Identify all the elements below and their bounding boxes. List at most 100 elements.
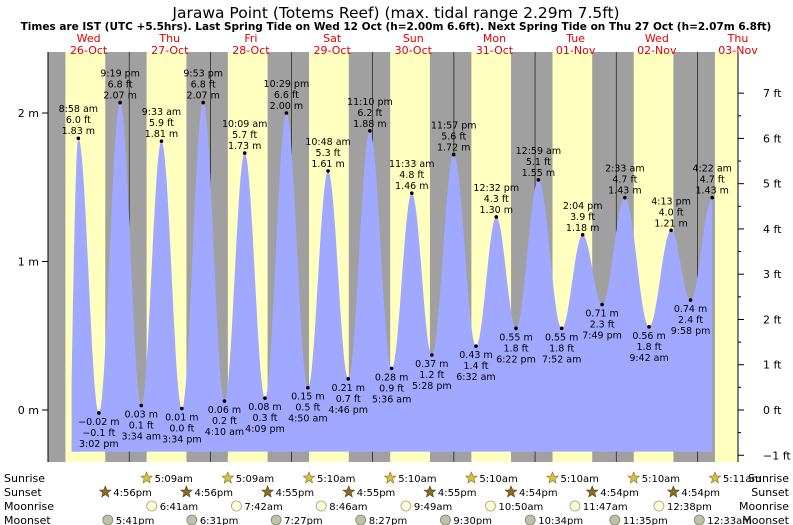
moonset-icon (524, 514, 536, 525)
left-tick-label: 2 m (18, 107, 39, 120)
day-name: Wed (645, 32, 669, 45)
tide-time: 9:33 am (142, 107, 181, 118)
tide-ft: 4.3 ft (484, 194, 509, 205)
tide-ft: 1.8 ft (637, 342, 662, 353)
moonset-icon (355, 514, 367, 525)
tide-ft: 5.9 ft (149, 118, 174, 129)
tide-point (326, 169, 330, 173)
tide-ft: 6.8 ft (108, 80, 133, 91)
tide-m: 0.74 m (674, 304, 707, 315)
tide-m: 1.18 m (566, 223, 599, 234)
tide-ft: 4.8 ft (399, 170, 424, 181)
moonrise-row-label-right: Moonrise (739, 500, 789, 513)
day-name: Thu (727, 32, 749, 45)
tide-m: 2.00 m (270, 101, 303, 112)
sunrise-time: 5:10am (398, 474, 436, 485)
sunset-icon (504, 485, 518, 498)
tide-ft: 2.4 ft (678, 315, 703, 326)
tide-m: 1.83 m (62, 126, 95, 137)
tide-time: 5:36 am (372, 394, 411, 405)
tide-time: 3:34 am (122, 432, 161, 443)
tide-point (118, 100, 122, 105)
tide-m: 1.81 m (145, 129, 178, 140)
tide-m: 2.07 m (186, 91, 219, 102)
right-tick-label: 2 ft (763, 313, 782, 326)
sunrise-row-label-right: Sunrise (748, 472, 789, 485)
tide-time: 4:13 pm (651, 196, 691, 207)
sunrise-time: 5:10am (479, 474, 517, 485)
tide-ft: 6.2 ft (357, 108, 382, 119)
moonrise-time: 12:38pm (667, 502, 712, 513)
day-date: 27-Oct (151, 44, 189, 57)
tide-m: 0.43 m (459, 350, 492, 361)
moonrise-time: 6:41am (160, 502, 198, 513)
sunrise-time: 5:11am (723, 474, 761, 485)
tide-m: −0.02 m (78, 417, 119, 428)
sunrise-time: 5:10am (642, 474, 680, 485)
tide-time: 11:10 pm (347, 97, 393, 108)
day-date: 29-Oct (313, 44, 351, 57)
sunrise-icon (383, 471, 397, 484)
tide-point (389, 366, 394, 371)
tide-m: 0.08 m (248, 402, 281, 413)
tide-point (76, 136, 81, 141)
tide-m: 0.03 m (125, 410, 158, 421)
moonset-icon (270, 514, 282, 525)
tide-ft: 1.8 ft (549, 343, 574, 354)
tide-ft: 0.2 ft (212, 416, 237, 427)
day-name: Sat (323, 32, 342, 45)
tide-m: 0.55 m (499, 332, 532, 343)
sunset-icon (666, 485, 680, 498)
day-name: Sun (403, 32, 424, 45)
day-name: Fri (244, 32, 257, 45)
tide-time: 12:59 am (516, 146, 561, 157)
sunset-time: 4:55pm (438, 488, 477, 499)
tide-m: 1.72 m (437, 143, 470, 154)
sunrise-icon (546, 471, 560, 484)
tide-point (494, 215, 499, 219)
day-name: Mon (483, 32, 506, 45)
tide-point (647, 325, 651, 329)
day-name: Wed (77, 32, 101, 45)
tide-ft: −0.1 ft (82, 428, 115, 439)
sunrise-icon (140, 471, 154, 484)
axes: 0 m 1 m 2 m −1 ft 0 ft 1 ft 2 ft 3 ft 4 ft 5 ft 6 … (18, 52, 791, 462)
right-tick-label: 5 ft (763, 178, 782, 191)
tide-ft: 0.7 ft (336, 394, 361, 405)
moonset-time: 8:27pm (369, 516, 408, 525)
right-tick-label: 4 ft (763, 223, 782, 236)
sunrise-icon (708, 471, 722, 484)
day-labels: Wed26-OctThu27-OctFri28-OctSat29-OctSun3… (70, 32, 758, 57)
moonrise-icon (230, 500, 242, 512)
tide-m: 1.73 m (228, 141, 261, 152)
tide-point (514, 326, 518, 331)
tide-time: 9:58 pm (671, 326, 711, 337)
tide-point (222, 399, 227, 403)
tide-m: 0.06 m (208, 405, 241, 416)
sunrise-icon (302, 471, 316, 484)
moonset-time: 9:30pm (453, 516, 492, 525)
moonrise-icon (485, 500, 496, 512)
tide-time: 9:42 am (629, 353, 668, 364)
tide-point (688, 298, 693, 302)
sunset-time: 4:54pm (681, 488, 720, 499)
moonset-row-label-right: Moonset (742, 514, 789, 525)
tide-ft: 6.6 ft (274, 90, 299, 101)
tide-point (368, 129, 372, 133)
day-date: 01-Nov (556, 44, 596, 57)
tide-point (536, 178, 541, 182)
tide-ft: 4.7 ft (612, 175, 637, 186)
tide-m: 1.46 m (395, 181, 428, 192)
left-tick-label: 0 m (18, 404, 39, 417)
tide-curve (71, 102, 713, 452)
moonset-icon (693, 514, 705, 525)
moonset-time: 5:41pm (116, 516, 155, 525)
tide-time: 4:22 am (692, 164, 731, 175)
right-tick-label: 1 ft (763, 359, 782, 372)
tide-m: 1.21 m (654, 218, 687, 229)
sunset-icon (179, 485, 193, 498)
tide-ft: 2.3 ft (590, 320, 615, 331)
tide-m: 0.01 m (165, 413, 198, 424)
tide-point (451, 152, 456, 157)
moonset-time: 6:31pm (200, 516, 239, 525)
